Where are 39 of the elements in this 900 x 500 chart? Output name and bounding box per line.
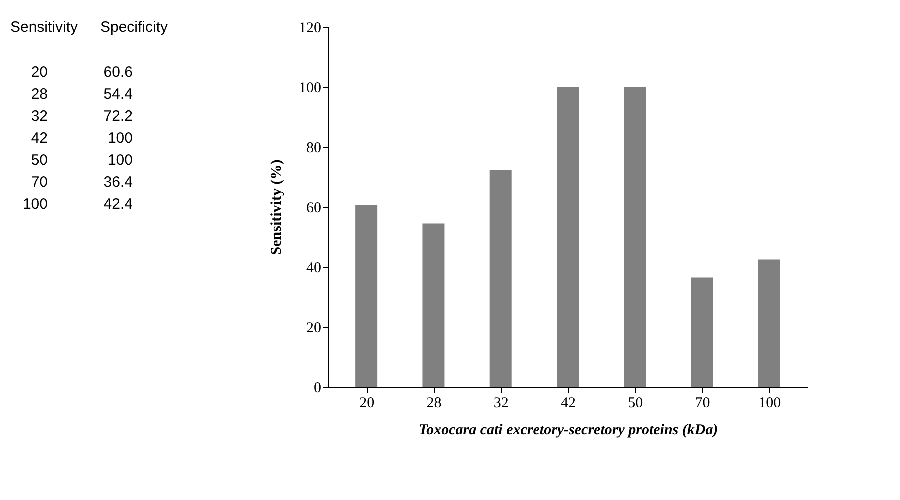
text: 72.2 <box>104 108 133 125</box>
text: 100 <box>22 196 48 213</box>
text: 60.6 <box>104 64 133 81</box>
x-tick-label: 28 <box>426 396 442 412</box>
text: Specificity <box>100 19 168 36</box>
y-axis-title: Sensitivity (%) <box>269 160 285 256</box>
y-tick-label: 40 <box>306 260 322 276</box>
text: 36.4 <box>104 174 133 191</box>
text: 42 <box>31 130 48 147</box>
x-tick-label: 20 <box>360 396 375 412</box>
x-tick-label: 100 <box>758 396 782 412</box>
text: 50 <box>31 152 48 169</box>
text: 32 <box>31 108 48 125</box>
text: 100 <box>108 130 133 147</box>
x-axis-title: Toxocara cati excretory-secretory proteins (kDa) <box>418 422 718 438</box>
x-tick-label: 70 <box>695 396 710 412</box>
text: 70 <box>31 174 48 191</box>
x-tick-label: 32 <box>494 396 509 412</box>
y-tick-label: 120 <box>299 20 322 36</box>
x-tick-label: 50 <box>628 396 644 412</box>
text: 28 <box>31 86 48 103</box>
text: Sensitivity <box>10 19 78 36</box>
bar <box>422 224 445 387</box>
x-tick-label: 42 <box>561 396 576 412</box>
bar <box>557 87 579 387</box>
y-tick-label: 100 <box>299 80 322 96</box>
text: 100 <box>108 152 133 169</box>
text: 42.4 <box>104 196 133 213</box>
bar <box>758 260 780 387</box>
bar <box>691 278 714 387</box>
text: 20 <box>31 64 48 81</box>
y-tick-label: 80 <box>306 140 322 156</box>
y-tick-label: 60 <box>306 200 322 216</box>
text: 54.4 <box>104 86 133 103</box>
bar <box>490 170 512 387</box>
y-tick-label: 0 <box>314 380 322 396</box>
y-tick-label: 20 <box>306 320 322 336</box>
bar <box>624 87 646 387</box>
bar <box>356 205 378 387</box>
